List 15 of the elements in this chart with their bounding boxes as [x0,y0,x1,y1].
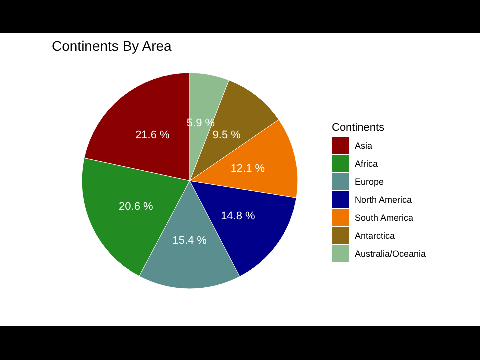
data-label: 15.4 % [172,235,208,248]
legend-label: South America [355,213,414,223]
legend-label: Asia [355,141,373,151]
legend-label: Australia/Oceania [355,249,426,259]
data-label: 20.6 % [119,200,154,213]
data-label: 9.5 % [212,129,242,142]
chart-title: Continents By Area [52,38,172,54]
data-label: 14.8 % [221,210,256,223]
legend-label: Europe [355,177,384,187]
legend-label: Antarctica [355,231,396,241]
data-label: 12.1 % [230,162,266,175]
legend-label: Africa [355,159,378,169]
data-label: 21.6 % [136,130,170,142]
legend-label: North America [355,195,412,205]
legend-title: Continents [332,122,386,134]
